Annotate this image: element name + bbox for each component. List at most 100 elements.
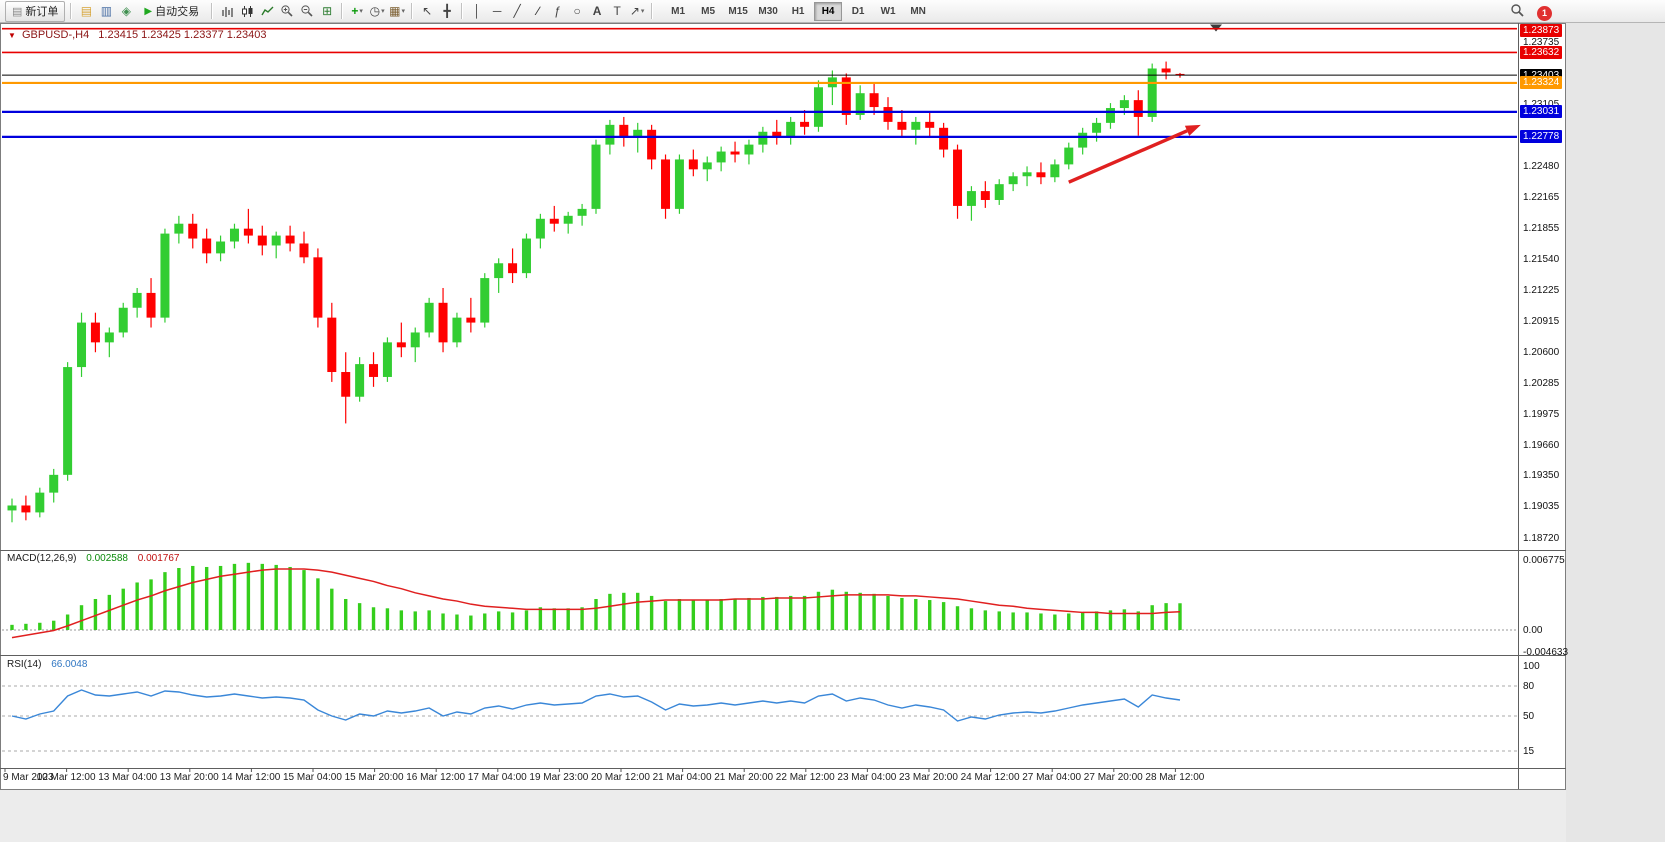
rsi-value: 66.0048 (51, 659, 88, 670)
time-tick-label: 20 Mar 12:00 (591, 772, 650, 783)
price-tick-label: 15 (1523, 745, 1535, 757)
market-watch-icon[interactable]: ▤ (80, 4, 93, 18)
timeframe-w1[interactable]: W1 (880, 5, 896, 17)
timeframe-m30[interactable]: M30 (758, 5, 778, 17)
time-tick-label: 13 Mar 04:00 (98, 772, 158, 783)
periods-clock-icon[interactable]: ◷ ▾ (369, 4, 385, 18)
trendline-icon[interactable]: ╱ (513, 4, 521, 18)
price-tick-label: 0.006775 (1523, 554, 1565, 566)
timeframe-m5[interactable]: M5 (701, 5, 716, 17)
right-gutter (1566, 23, 1665, 842)
toolbar-separator (70, 3, 73, 19)
crosshair-icon[interactable]: ╋ (443, 4, 451, 18)
tile-windows-icon[interactable]: ⊞ (322, 4, 333, 18)
horizontal-line-icon[interactable]: ─ (492, 4, 502, 18)
macd-label: MACD(12,26,9) (7, 553, 77, 564)
price-level-flag: 1.23031 (1520, 105, 1563, 119)
data-window-icon[interactable]: ▥ (100, 4, 113, 18)
toolbar-separator (651, 3, 654, 19)
line-chart-icon[interactable] (257, 2, 277, 21)
price-level-flag: 1.22778 (1520, 130, 1563, 144)
channel-icon[interactable]: ∕∕ (537, 4, 539, 18)
price-tick-label: 1.18720 (1523, 532, 1560, 544)
auto-trading-label: 自动交易 (155, 6, 200, 18)
chart-window[interactable] (0, 23, 1566, 790)
auto-trading-button[interactable]: ▶ 自动交易 (137, 1, 206, 22)
bar-chart-icon[interactable] (217, 2, 237, 21)
price-tick-label: 1.23735 (1523, 36, 1560, 48)
timeframe-h4[interactable]: H4 (814, 1, 843, 21)
timeframe-m15[interactable]: M15 (728, 5, 748, 17)
price-tick-label: 50 (1523, 710, 1535, 722)
symbol-marker-icon: ▼ (8, 31, 16, 40)
price-tick-label: 1.20600 (1523, 346, 1560, 358)
shapes-icon[interactable]: ○ (573, 4, 581, 18)
time-tick-label: 22 Mar 12:00 (775, 772, 835, 783)
time-axis[interactable]: 9 Mar 2023 10 Mar 12:00 13 Mar 04:00 13 Mar… (0, 770, 1566, 788)
time-tick-label: 15 Mar 04:00 (283, 772, 342, 783)
time-tick-label: 21 Mar 04:00 (652, 772, 712, 783)
price-tick-label: 1.20285 (1523, 377, 1560, 389)
quote-ohlc: 1.23415 1.23425 1.23377 1.23403 (98, 29, 267, 41)
vertical-line-icon[interactable]: │ (473, 4, 481, 18)
new-order-label: 新订单 (25, 6, 59, 18)
time-tick-label: 28 Mar 12:00 (1145, 772, 1205, 783)
price-tick-label: 100 (1523, 660, 1540, 672)
time-tick-label: 27 Mar 04:00 (1022, 772, 1082, 783)
price-tick-label: 1.22480 (1523, 160, 1560, 172)
price-tick-label: 1.22165 (1523, 192, 1560, 203)
symbol-title: GBPUSD-,H4 (21, 29, 90, 41)
indicators-icon[interactable]: + ▾ (351, 4, 363, 18)
fibonacci-icon[interactable]: ƒ (553, 4, 561, 18)
search-icon[interactable] (1510, 3, 1525, 23)
price-axis[interactable]: 1.23735 1.23105 1.22480 1.22165 1.21855 1.215… (1519, 0, 1569, 842)
time-tick-label: 9 Mar 2023 (3, 772, 54, 783)
arrows-icon[interactable]: ↗ ▾ (629, 4, 645, 18)
toolbar-separator (411, 3, 414, 19)
notification-badge[interactable]: 1 (1537, 5, 1552, 21)
price-tick-label: 1.20915 (1523, 315, 1560, 327)
macd-header: MACD(12,26,9) 0.002588 0.001767 (7, 553, 179, 564)
zoom-out-icon[interactable] (297, 2, 317, 21)
navigator-icon[interactable]: ◈ (121, 4, 132, 18)
time-tick-label: 23 Mar 04:00 (837, 772, 897, 783)
price-tick-label: 80 (1523, 680, 1535, 692)
rsi-label: RSI(14) (7, 659, 42, 670)
price-tick-label: 1.19660 (1523, 439, 1560, 451)
zoom-in-icon[interactable] (277, 2, 297, 21)
time-tick-label: 24 Mar 12:00 (960, 772, 1020, 783)
timeframe-mn[interactable]: MN (910, 5, 926, 17)
price-tick-label: -0.004633 (1523, 646, 1569, 658)
time-tick-label: 23 Mar 20:00 (899, 772, 958, 783)
toolbar-separator (341, 3, 344, 19)
price-tick-label: 1.19975 (1523, 408, 1560, 420)
price-tick-label: 1.21225 (1523, 284, 1560, 296)
time-tick-label: 14 Mar 12:00 (221, 772, 281, 783)
timeframe-d1[interactable]: D1 (851, 5, 865, 17)
time-tick-label: 27 Mar 20:00 (1083, 772, 1143, 783)
price-tick-label: 1.19035 (1523, 501, 1560, 513)
timeframe-m1[interactable]: M1 (671, 5, 686, 17)
rsi-header: RSI(14) 66.0048 (7, 659, 87, 670)
candlestick-chart-icon[interactable] (237, 2, 257, 21)
order-form-icon: ▤ (12, 5, 23, 18)
macd-main-value: 0.002588 (86, 553, 128, 564)
toolbar-separator (461, 3, 464, 19)
time-tick-label: 10 Mar 12:00 (36, 772, 96, 783)
time-tick-label: 17 Mar 04:00 (467, 772, 527, 783)
text-icon[interactable]: A (592, 4, 602, 18)
templates-icon[interactable]: ▦ ▾ (389, 4, 406, 18)
price-tick-label: 1.19350 (1523, 470, 1560, 482)
price-tick-label: 1.23105 (1523, 98, 1559, 111)
time-tick-label: 19 Mar 23:00 (529, 772, 589, 783)
play-icon: ▶ (144, 5, 153, 17)
timeframe-h1[interactable]: H1 (791, 5, 805, 17)
cursor-icon[interactable]: ↖ (422, 4, 433, 18)
price-tick-label: 0.00 (1523, 624, 1543, 636)
text-label-icon[interactable]: T (613, 4, 621, 18)
new-order-button[interactable]: ▤ 新订单 (5, 0, 66, 22)
time-tick-label: 13 Mar 20:00 (159, 772, 219, 783)
time-tick-label: 16 Mar 12:00 (406, 772, 466, 783)
macd-signal-value: 0.001767 (137, 553, 180, 564)
chart-ohlc-header: ▼ GBPUSD-,H4 1.23415 1.23425 1.23377 1.2… (8, 29, 267, 41)
